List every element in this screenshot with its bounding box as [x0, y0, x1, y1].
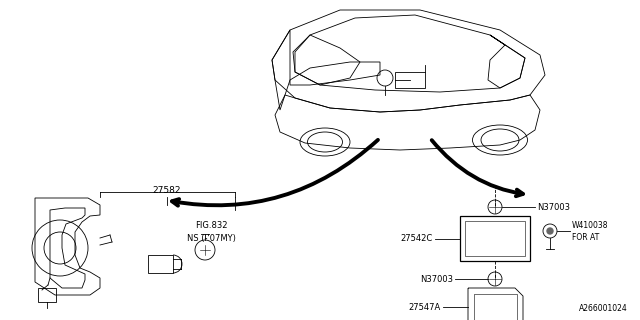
Text: 27542C: 27542C [401, 234, 433, 243]
Bar [474, 294, 517, 320]
Bar [460, 216, 530, 261]
Text: FOR AT: FOR AT [572, 233, 599, 242]
Circle shape [547, 228, 553, 234]
FancyArrowPatch shape [172, 140, 378, 206]
Text: N37003: N37003 [537, 203, 570, 212]
Bar [38, 288, 56, 302]
Bar [148, 255, 173, 273]
Text: A266001024: A266001024 [579, 304, 628, 313]
Text: 27582: 27582 [153, 186, 181, 195]
Bar [465, 221, 525, 256]
FancyArrowPatch shape [432, 140, 523, 196]
Text: 27547A: 27547A [409, 302, 441, 311]
Text: W410038: W410038 [572, 220, 609, 229]
Text: N37003: N37003 [420, 275, 453, 284]
Text: NS (-'07MY): NS (-'07MY) [187, 234, 236, 243]
Bar [395, 72, 425, 88]
Text: FIG.832: FIG.832 [195, 220, 227, 229]
